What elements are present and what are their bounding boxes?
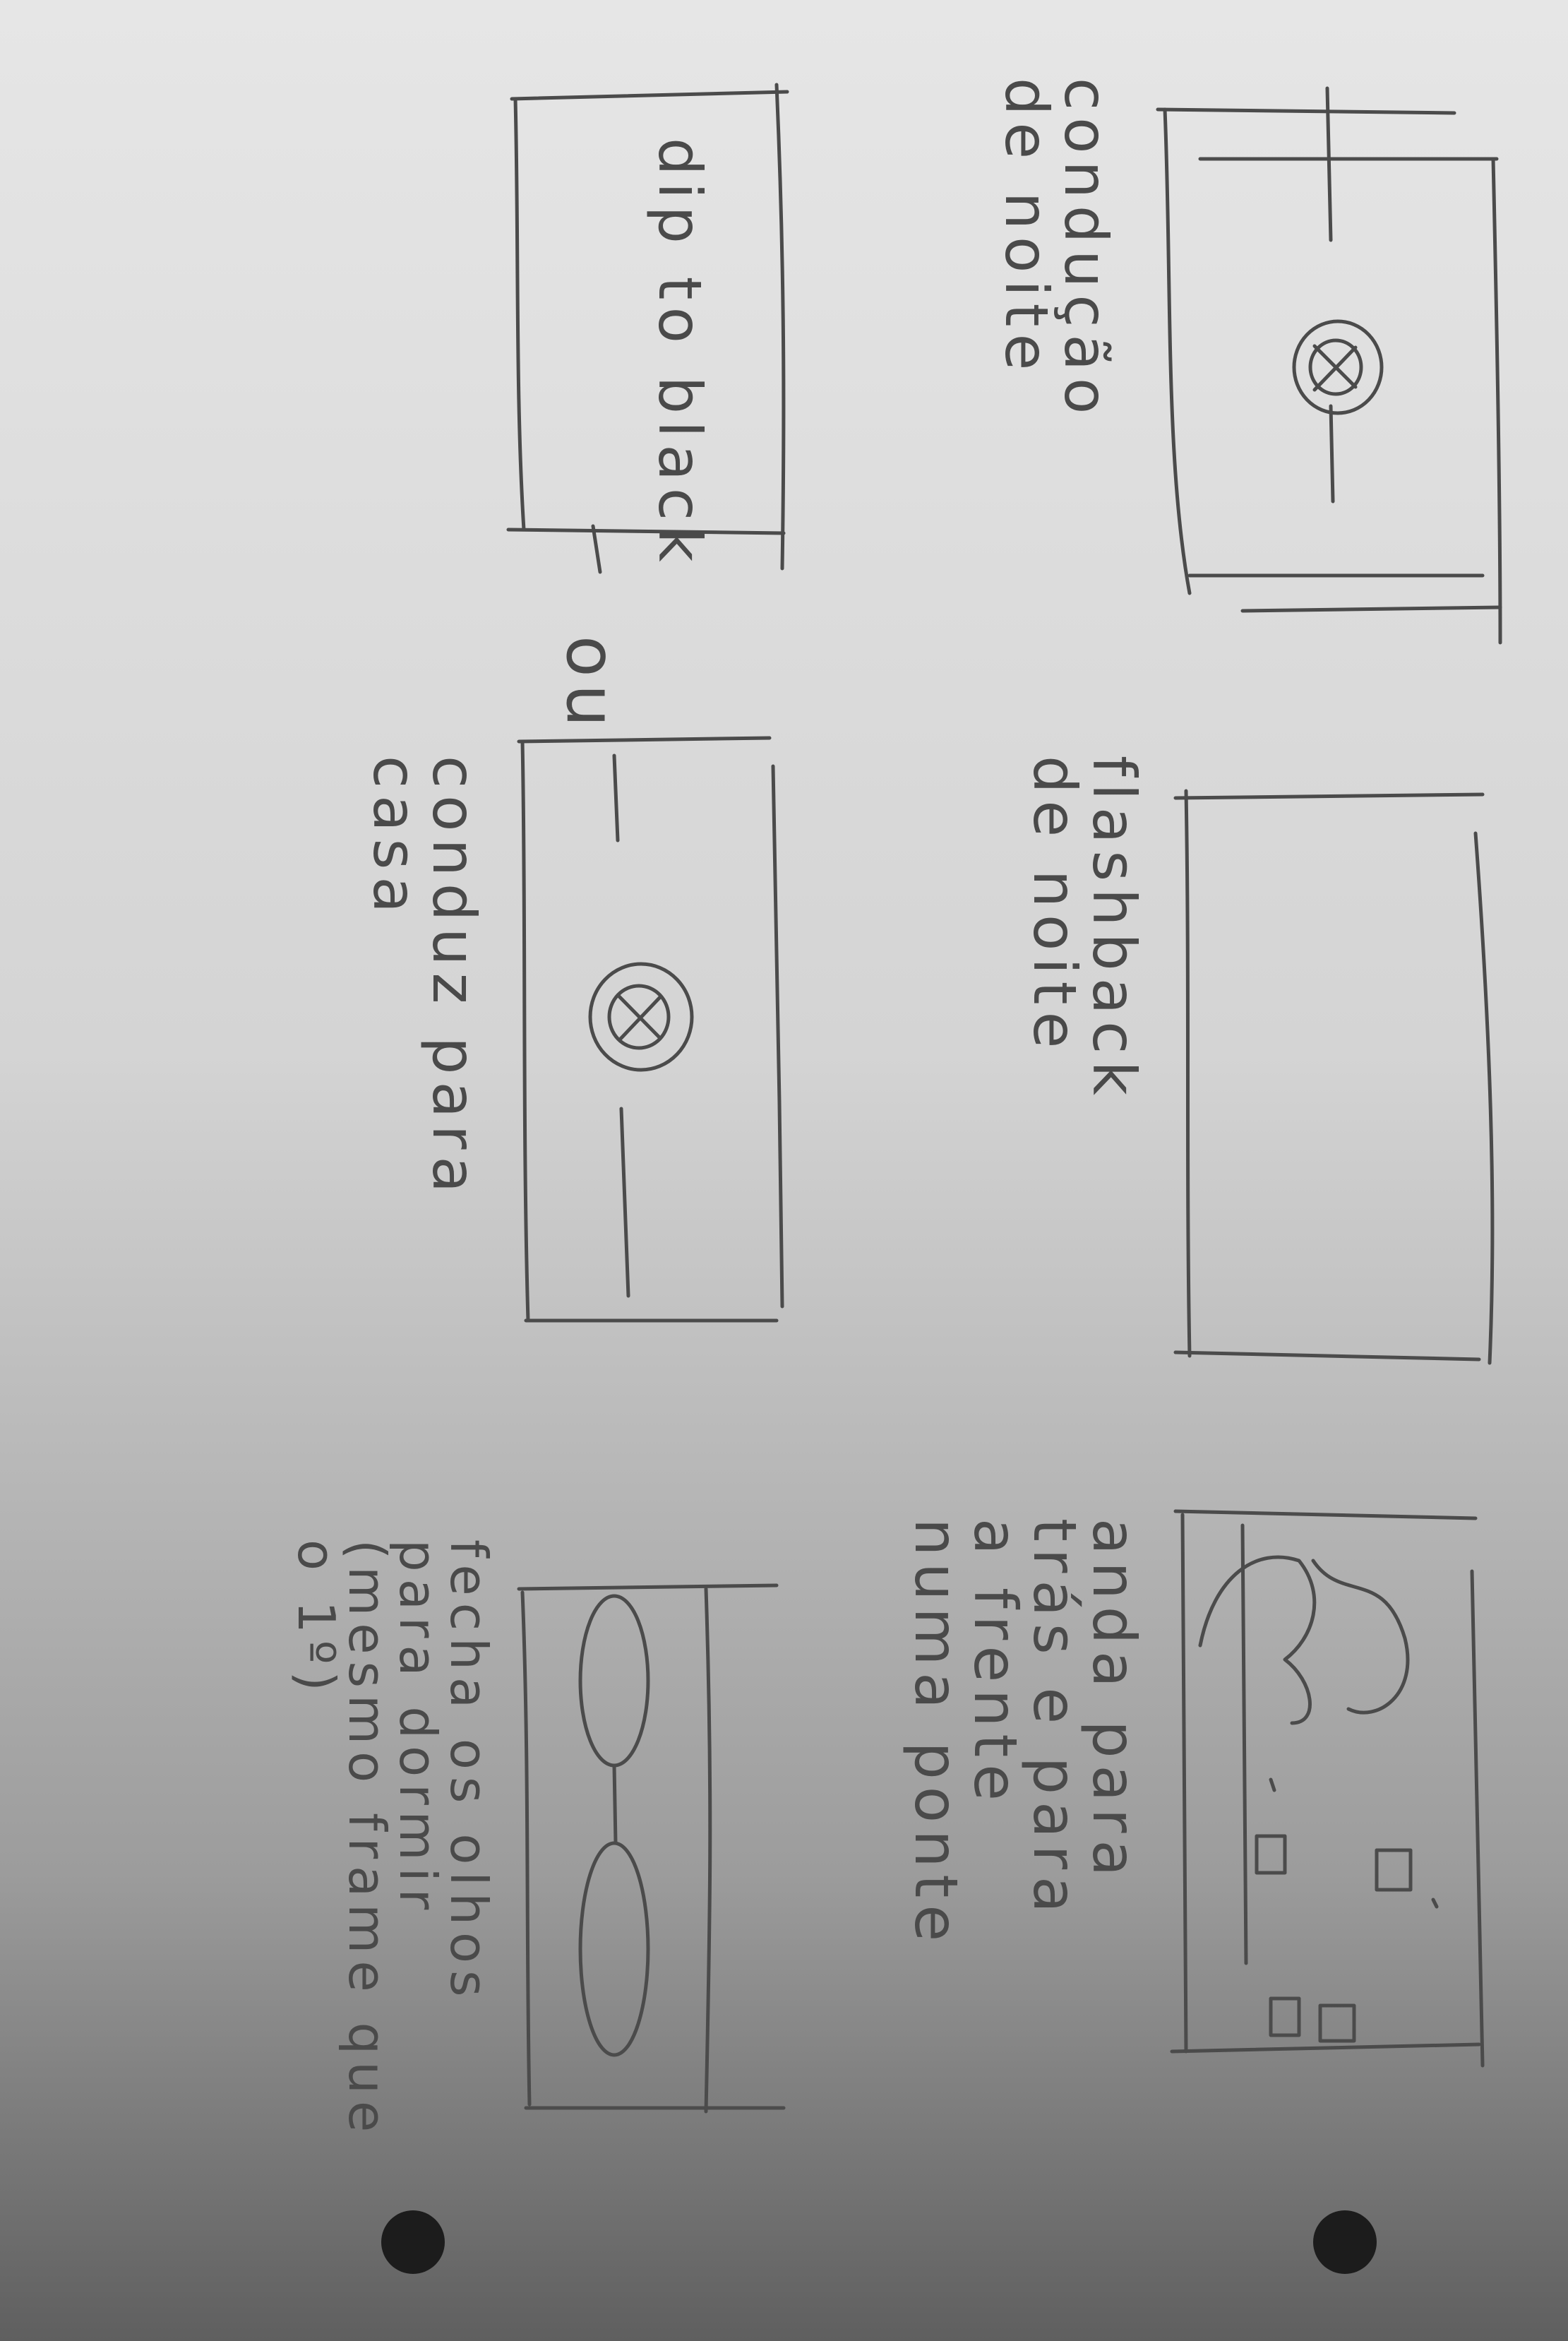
punch-hole-icon [381, 2210, 445, 2274]
caption-frame-4: dip to black [645, 138, 714, 569]
steering-wheel-icon [1292, 319, 1384, 415]
punch-hole-icon [1313, 2210, 1377, 2274]
frame-3-box [1170, 1509, 1485, 2068]
closed-eyes-icon [578, 1594, 650, 2057]
caption-frame-3: anda para trás e para a frente numa pont… [902, 1518, 1149, 1949]
steering-wheel-icon [588, 962, 694, 1072]
frame-5-box [517, 736, 784, 1323]
trees-icon [1198, 1555, 1439, 2043]
caption-frame-6: fecha os olhos para dormir (mesmo frame … [287, 1539, 498, 2140]
caption-frame-1: condução de noite [992, 78, 1120, 422]
caption-connector: ou [551, 636, 630, 734]
frame-4-box [506, 83, 789, 574]
caption-frame-5: conduz para casa [360, 756, 489, 1200]
frame-1-box [1156, 86, 1502, 645]
frame-2-box [1173, 789, 1495, 1365]
frame-6-box [517, 1583, 786, 2114]
caption-frame-2: flashback de noite [1020, 756, 1149, 1103]
